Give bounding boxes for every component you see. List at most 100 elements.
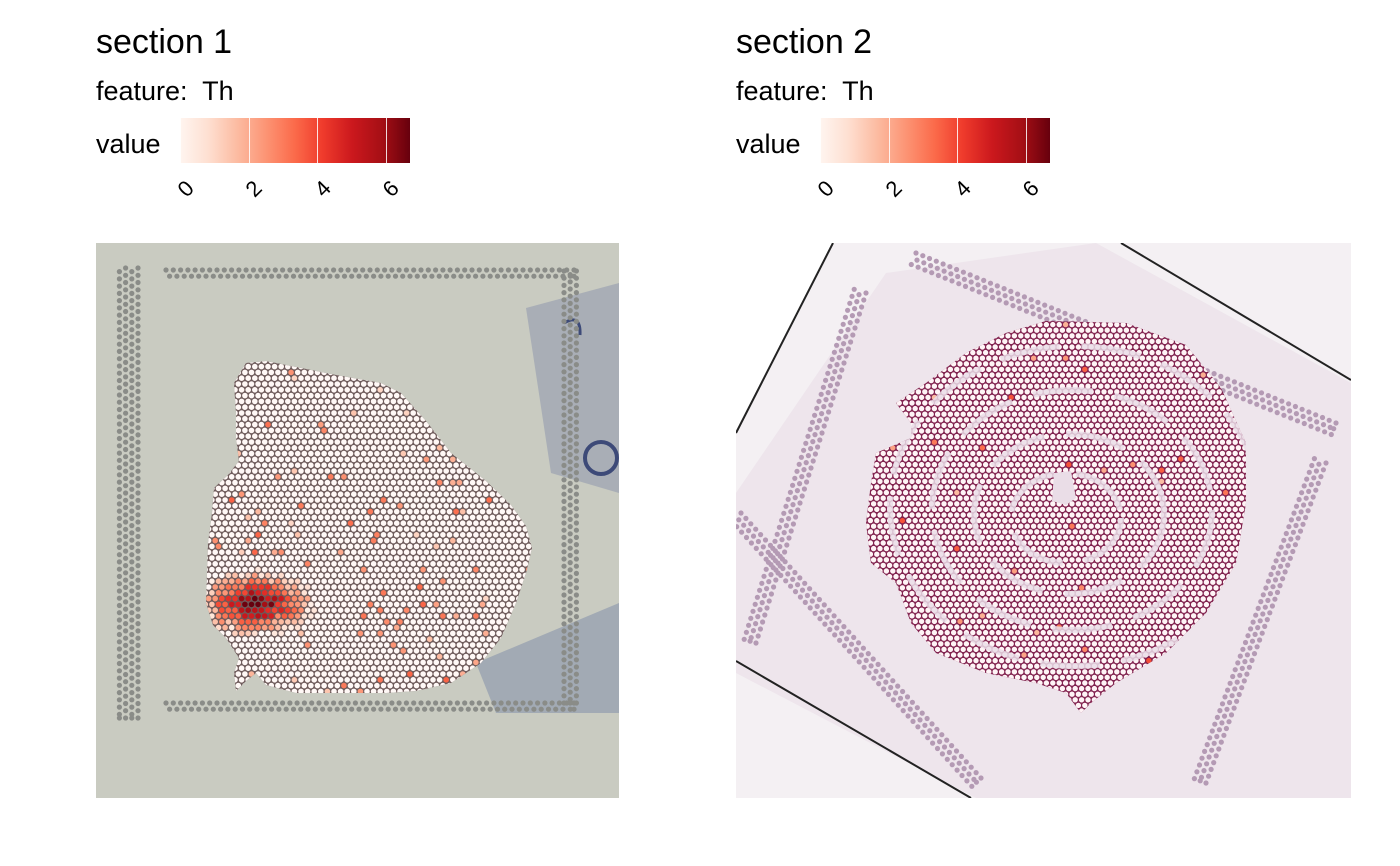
spot [419, 508, 427, 515]
spot [277, 455, 285, 463]
spot [373, 392, 381, 399]
spot [356, 397, 364, 405]
spot [413, 635, 420, 643]
spot [370, 513, 377, 521]
fiducial-spot [573, 570, 579, 576]
spot [426, 426, 434, 434]
spot [426, 519, 434, 527]
spot [360, 531, 368, 539]
fiducial-spot [123, 708, 129, 714]
spot [277, 653, 285, 660]
fiducial-spot [360, 700, 366, 706]
fiducial-spot [123, 497, 129, 503]
spot [330, 618, 338, 626]
spot [231, 525, 239, 533]
panel-title: section 1 [96, 23, 233, 61]
spot [340, 658, 348, 666]
spot [257, 513, 265, 521]
fiducial-spot [135, 635, 141, 641]
spot [297, 525, 305, 533]
spot [290, 629, 298, 637]
fiducial-spot [567, 706, 573, 712]
spot [485, 542, 493, 550]
spot [416, 455, 424, 463]
spot [452, 658, 460, 666]
spot [347, 438, 354, 446]
spot [248, 531, 255, 539]
fiducial-spot [573, 657, 579, 663]
spot [389, 502, 397, 510]
spot [290, 444, 298, 452]
spot [310, 595, 318, 602]
spot [370, 502, 377, 510]
spot [366, 438, 374, 446]
spot [439, 600, 447, 608]
colorbar-tick [317, 118, 319, 163]
fiducial-spot [116, 559, 122, 565]
spot [383, 467, 391, 475]
spot [366, 624, 374, 631]
spot [284, 502, 292, 510]
spot [287, 426, 295, 434]
spot [337, 618, 344, 626]
fiducial-spot [123, 613, 129, 619]
spot [281, 496, 288, 504]
spot [310, 397, 318, 405]
spot [234, 554, 242, 562]
fiducial-spot [135, 468, 141, 474]
spot [271, 525, 278, 533]
spot [472, 658, 480, 666]
fiducial-spot [573, 290, 579, 296]
spot [297, 537, 305, 544]
fiducial-spot [561, 642, 567, 648]
fiducial-spot [392, 706, 399, 712]
spot [373, 647, 381, 655]
spot [353, 380, 361, 388]
spot [261, 438, 269, 446]
spot [310, 479, 318, 486]
spot [485, 554, 493, 562]
spot [337, 386, 344, 394]
spot [297, 687, 305, 693]
spot [455, 583, 463, 591]
spot [310, 606, 318, 614]
spot [333, 392, 341, 399]
spot [350, 479, 358, 486]
fiducial-spot [135, 381, 141, 387]
spot [459, 496, 467, 504]
spot [317, 467, 325, 475]
fiducial-spot [567, 380, 573, 386]
spot [248, 635, 255, 643]
spot [376, 606, 384, 614]
spot [469, 479, 476, 486]
spot [512, 542, 519, 550]
spot [413, 508, 420, 515]
spot [347, 531, 354, 539]
fiducial-spot [573, 412, 579, 418]
spot [426, 450, 434, 457]
fiducial-spot [567, 538, 573, 544]
fiducial-spot [567, 682, 573, 688]
fiducial-spot [407, 273, 413, 279]
fiducial-spot [129, 435, 135, 442]
fiducial-spot [123, 563, 129, 569]
spot [267, 508, 275, 515]
spot [376, 386, 384, 394]
spot [274, 542, 282, 550]
spot [244, 664, 252, 672]
fiducial-spot [561, 484, 567, 490]
spot [353, 589, 361, 597]
fiducial-spot [573, 506, 579, 512]
spot [495, 537, 503, 544]
spot [290, 653, 298, 660]
spot [436, 676, 443, 684]
spot [271, 560, 278, 568]
fiducial-spot [429, 273, 435, 279]
spot [241, 450, 249, 457]
spot [399, 624, 407, 631]
spot [244, 606, 252, 614]
spot [277, 618, 285, 626]
spot [426, 508, 434, 515]
fiducial-spot [356, 273, 362, 279]
spot [419, 450, 427, 457]
